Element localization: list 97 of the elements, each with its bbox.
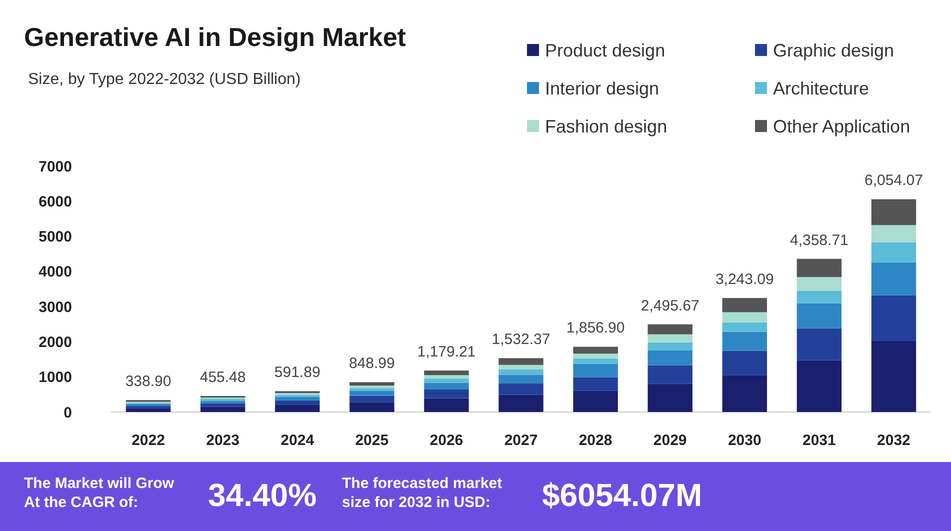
bar — [350, 386, 394, 388]
bar — [648, 350, 692, 366]
x-tick-label: 2030 — [728, 432, 762, 449]
y-tick-label: 1000 — [38, 369, 72, 386]
bar — [871, 225, 916, 242]
bar — [498, 384, 544, 395]
bar — [424, 378, 469, 383]
bar — [796, 277, 842, 291]
total-label: 338.90 — [125, 373, 172, 390]
bar — [871, 295, 916, 342]
y-tick-label: 0 — [64, 404, 72, 422]
x-tick-label: 2023 — [206, 432, 240, 449]
total-label: 2,495.67 — [640, 297, 700, 314]
bar — [350, 396, 394, 402]
bar — [275, 396, 320, 400]
bar — [871, 199, 916, 226]
bar — [424, 375, 469, 379]
bar — [350, 382, 394, 386]
total-label: 1,179.21 — [417, 344, 476, 361]
bar — [796, 328, 842, 360]
total-label: 455.48 — [200, 368, 246, 386]
x-tick-label: 2026 — [430, 432, 464, 449]
bar — [424, 398, 469, 412]
bar — [796, 258, 842, 278]
bar — [722, 332, 767, 351]
bar — [648, 365, 692, 384]
x-tick-label: 2032 — [877, 432, 910, 449]
bar — [648, 342, 692, 350]
total-label: 591.89 — [274, 364, 320, 382]
bar — [275, 404, 320, 412]
total-label: 1,856.90 — [566, 320, 625, 337]
text: The forecasted market size for 2032 in USD: — [342, 475, 502, 511]
total-label: 848.99 — [348, 355, 395, 372]
bar — [722, 350, 767, 376]
bar — [722, 322, 767, 332]
bar — [573, 364, 618, 378]
legend-label: Interior design — [545, 78, 660, 98]
total-label: 3,243.09 — [715, 271, 774, 288]
x-tick-label: 2025 — [355, 432, 389, 449]
bar — [648, 384, 692, 412]
legend-label: Architecture — [773, 78, 870, 98]
bar — [498, 394, 544, 412]
x-tick-label: 2031 — [802, 432, 836, 449]
chart-subtitle: Size, by Type 2022-2032 (USD Billion) — [28, 71, 301, 88]
bar — [573, 390, 618, 412]
x-tick-label: 2027 — [504, 432, 538, 449]
y-tick-label: 5000 — [38, 228, 72, 246]
bar — [722, 375, 767, 412]
legend-label: Other Application — [773, 116, 910, 136]
bar — [796, 290, 842, 304]
text: The Market will Grow At the CAGR of: — [24, 475, 174, 511]
y-tick-label: 3000 — [38, 298, 72, 316]
text: 34.40% — [208, 477, 317, 513]
y-tick-label: 2000 — [38, 334, 72, 351]
bar — [722, 298, 767, 312]
x-tick-label: 2029 — [653, 432, 687, 449]
bar — [498, 358, 544, 365]
legend-label: Graphic design — [773, 40, 894, 60]
bar — [200, 406, 246, 412]
bar — [573, 354, 618, 359]
bar — [871, 262, 916, 296]
x-tick-label: 2022 — [132, 432, 165, 449]
bar — [573, 377, 618, 391]
text: $6054.07M — [542, 477, 702, 513]
total-label: 4,358.71 — [790, 232, 848, 249]
bar — [350, 402, 394, 412]
bar — [573, 346, 618, 354]
bar — [648, 334, 692, 342]
bar — [722, 312, 767, 322]
bar — [573, 358, 618, 364]
legend-label: Product design — [545, 40, 666, 60]
y-tick-label: 4000 — [38, 264, 72, 281]
bar — [498, 364, 544, 370]
bar — [350, 390, 394, 396]
total-label: 6,054.07 — [864, 172, 923, 190]
bar — [350, 388, 394, 391]
bar — [796, 360, 842, 412]
x-tick-label: 2024 — [280, 432, 315, 449]
bar — [126, 408, 171, 412]
bar — [275, 400, 320, 405]
bar — [498, 374, 544, 384]
bar — [796, 303, 842, 328]
bar — [200, 403, 246, 407]
bar — [871, 242, 916, 262]
bar — [498, 369, 544, 375]
bar — [126, 406, 171, 408]
chart-title: Generative AI in Design Market — [24, 22, 406, 52]
legend-label: Fashion design — [545, 116, 668, 136]
y-tick-label: 6000 — [38, 193, 72, 210]
x-tick-label: 2028 — [578, 432, 612, 449]
bar — [871, 341, 916, 412]
bar — [424, 390, 469, 398]
bar — [648, 324, 692, 334]
bar — [424, 382, 469, 390]
bar — [424, 370, 469, 376]
total-label: 1,532.37 — [492, 331, 550, 348]
y-tick-label: 7000 — [38, 158, 72, 176]
